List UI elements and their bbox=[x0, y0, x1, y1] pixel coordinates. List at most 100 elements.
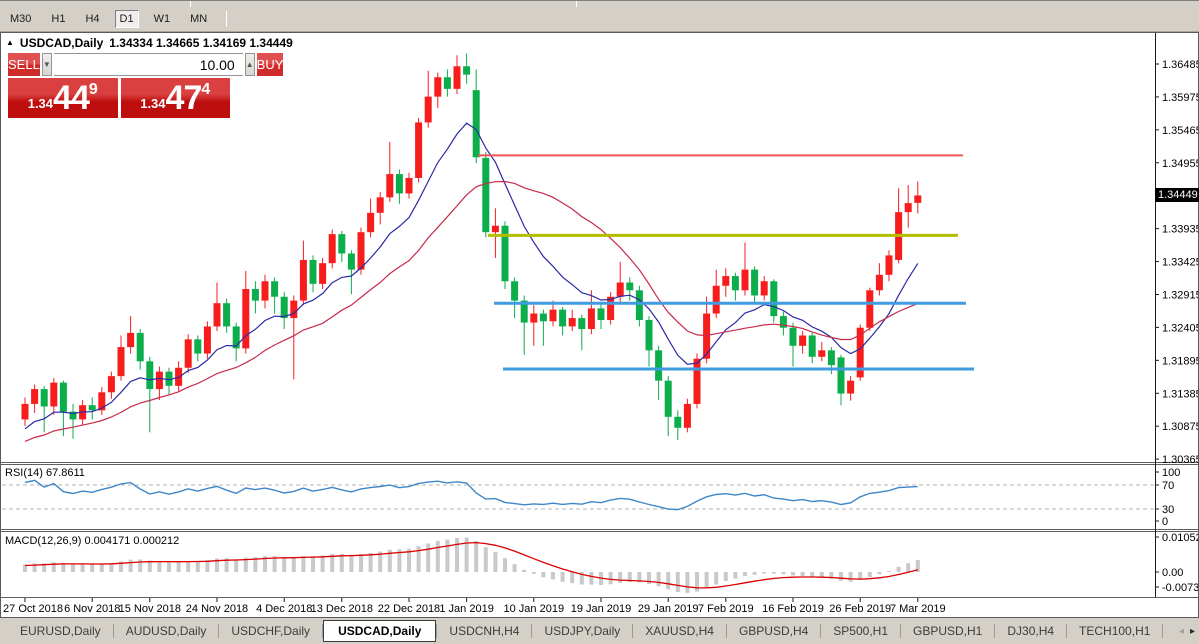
svg-text:1.30365: 1.30365 bbox=[1162, 454, 1198, 466]
tab-separator bbox=[436, 624, 438, 638]
svg-text:13 Dec 2018: 13 Dec 2018 bbox=[311, 603, 373, 615]
panel-splitters bbox=[1, 462, 1198, 598]
buy-button[interactable]: BUY bbox=[256, 53, 284, 76]
svg-text:16 Feb 2019: 16 Feb 2019 bbox=[762, 603, 824, 615]
tab-usdchf-daily[interactable]: USDCHF,Daily bbox=[231, 624, 311, 638]
buy-quote-button[interactable]: 1.34 47 4 bbox=[120, 78, 230, 118]
svg-text:0.00: 0.00 bbox=[1162, 567, 1183, 579]
macd-indicator-label: MACD(12,26,9) 0.004171 0.000212 bbox=[5, 535, 180, 547]
svg-text:100: 100 bbox=[1162, 467, 1180, 479]
tab-separator bbox=[1162, 624, 1164, 638]
chart-symbol-label: USDCAD,Daily bbox=[19, 36, 104, 50]
svg-text:1.32915: 1.32915 bbox=[1162, 289, 1198, 301]
buy-price-pip: 4 bbox=[201, 81, 211, 98]
volume-decrease-button[interactable]: ▼ bbox=[41, 53, 52, 76]
tab-xauusd-h4[interactable]: XAUUSD,H4 bbox=[645, 624, 714, 638]
tab-separator bbox=[1066, 624, 1068, 638]
sell-button[interactable]: SELL bbox=[8, 53, 40, 76]
svg-text:1.35975: 1.35975 bbox=[1162, 92, 1198, 104]
toolbar-separator bbox=[190, 1, 191, 8]
chart-title-bar: ▲ USDCAD,Daily 1.34334 1.34665 1.34169 1… bbox=[6, 36, 293, 50]
timeframe-button-h1[interactable]: H1 bbox=[51, 13, 66, 25]
tab-usdjpy-daily[interactable]: USDJPY,Daily bbox=[544, 624, 621, 638]
tab-separator bbox=[322, 624, 324, 638]
tab-sp500-h1[interactable]: SP500,H1 bbox=[833, 624, 888, 638]
tab-usdcnh-h4[interactable]: USDCNH,H4 bbox=[449, 624, 520, 638]
svg-text:22 Dec 2018: 22 Dec 2018 bbox=[378, 603, 440, 615]
chart-area[interactable]: 1.36485 1.35975 1.35465 1.34955 1.33935 1.334… bbox=[1, 33, 1198, 617]
rsi-indicator-label: RSI(14) 67.8611 bbox=[5, 467, 85, 479]
buy-price-main: 47 bbox=[165, 79, 203, 117]
symbol-tab-bar: EURUSD,Daily AUDUSD,Daily USDCHF,Daily USDC… bbox=[0, 618, 1199, 644]
timeframe-button-m30[interactable]: M30 bbox=[10, 13, 32, 25]
timeframe-toolbar: M30 H1 H4 D1 W1 MN bbox=[0, 7, 1199, 32]
svg-text:1.30875: 1.30875 bbox=[1162, 421, 1198, 433]
svg-text:24 Nov 2018: 24 Nov 2018 bbox=[186, 603, 248, 615]
tab-separator bbox=[632, 624, 634, 638]
svg-text:1.31895: 1.31895 bbox=[1162, 355, 1198, 367]
buy-price-prefix: 1.34 bbox=[140, 96, 166, 111]
tab-tech100-h1[interactable]: TECH100,H1 bbox=[1079, 624, 1151, 638]
svg-text:0: 0 bbox=[1162, 516, 1168, 528]
volume-increase-button[interactable]: ▲ bbox=[244, 53, 255, 76]
svg-text:7 Feb 2019: 7 Feb 2019 bbox=[698, 603, 754, 615]
svg-text:1 Jan 2019: 1 Jan 2019 bbox=[439, 603, 493, 615]
svg-text:70: 70 bbox=[1162, 480, 1174, 492]
svg-text:1.36485: 1.36485 bbox=[1162, 59, 1198, 71]
svg-text:6 Nov 2018: 6 Nov 2018 bbox=[64, 603, 120, 615]
svg-text:27 Oct 2018: 27 Oct 2018 bbox=[3, 603, 63, 615]
tab-audusd-daily[interactable]: AUDUSD,Daily bbox=[125, 624, 207, 638]
scroll-tabs-left-icon[interactable]: ◂ bbox=[1178, 625, 1184, 637]
svg-text:4 Dec 2018: 4 Dec 2018 bbox=[256, 603, 312, 615]
svg-text:30: 30 bbox=[1162, 504, 1174, 516]
sell-quote-button[interactable]: 1.34 44 9 bbox=[8, 78, 118, 118]
svg-text:1.34955: 1.34955 bbox=[1162, 158, 1198, 170]
triangle-up-icon: ▲ bbox=[245, 60, 254, 69]
current-price-tag: 1.34449 bbox=[1155, 188, 1199, 202]
collapse-arrow-icon[interactable]: ▲ bbox=[6, 37, 14, 47]
triangle-down-icon: ▼ bbox=[42, 60, 51, 69]
chart-window: 1.36485 1.35975 1.35465 1.34955 1.33935 1.334… bbox=[0, 32, 1199, 618]
horizontal-level-lines bbox=[478, 154, 974, 371]
svg-text:1.33935: 1.33935 bbox=[1162, 224, 1198, 236]
svg-text:1.35465: 1.35465 bbox=[1162, 125, 1198, 137]
tab-separator bbox=[900, 624, 901, 638]
macd-signal-line bbox=[24, 541, 918, 589]
tab-gbpusd-h4[interactable]: GBPUSD,H4 bbox=[738, 624, 809, 638]
svg-text:7 Mar 2019: 7 Mar 2019 bbox=[890, 603, 946, 615]
macd-histogram bbox=[23, 537, 920, 593]
svg-text:1.31385: 1.31385 bbox=[1162, 388, 1198, 400]
sell-price-main: 44 bbox=[53, 79, 90, 117]
timeframe-button-mn[interactable]: MN bbox=[190, 13, 208, 25]
timeframe-button-w1[interactable]: W1 bbox=[153, 13, 171, 25]
sell-price-pip: 9 bbox=[88, 81, 98, 98]
timeframe-button-d1[interactable]: D1 bbox=[114, 10, 139, 28]
tab-scroll-controls: ◂ ▸ bbox=[1165, 618, 1199, 644]
timeframe-button-h4[interactable]: H4 bbox=[85, 13, 100, 25]
volume-input[interactable] bbox=[53, 53, 243, 76]
tab-usdcad-daily[interactable]: USDCAD,Daily bbox=[323, 620, 437, 642]
tab-separator bbox=[218, 624, 220, 638]
tab-separator bbox=[112, 624, 114, 638]
toolbar-separator bbox=[226, 11, 228, 27]
tab-separator bbox=[820, 624, 822, 638]
tab-separator bbox=[725, 624, 727, 638]
chart-ohlc-values: 1.34334 1.34665 1.34169 1.34449 bbox=[109, 36, 293, 50]
svg-text:26 Feb 2019: 26 Feb 2019 bbox=[829, 603, 891, 615]
scroll-tabs-right-icon[interactable]: ▸ bbox=[1189, 625, 1195, 637]
rsi-level-lines bbox=[2, 484, 1154, 510]
tab-gbpusd-h1[interactable]: GBPUSD,H1 bbox=[913, 624, 983, 638]
tab-dj30-h4[interactable]: DJ30,H4 bbox=[1007, 624, 1055, 638]
svg-text:1.32405: 1.32405 bbox=[1162, 322, 1198, 334]
sell-price-prefix: 1.34 bbox=[27, 96, 54, 111]
tab-eurusd-daily[interactable]: EURUSD,Daily bbox=[20, 624, 101, 638]
svg-text:10 Jan 2019: 10 Jan 2019 bbox=[504, 603, 565, 615]
svg-text:15 Nov 2018: 15 Nov 2018 bbox=[119, 603, 181, 615]
docked-toolbar-edge bbox=[0, 0, 1199, 8]
price-axis: 1.36485 1.35975 1.35465 1.34955 1.33935 1.334… bbox=[1155, 33, 1198, 597]
svg-text:19 Jan 2019: 19 Jan 2019 bbox=[571, 603, 632, 615]
svg-text:0.010525: 0.010525 bbox=[1162, 532, 1198, 544]
